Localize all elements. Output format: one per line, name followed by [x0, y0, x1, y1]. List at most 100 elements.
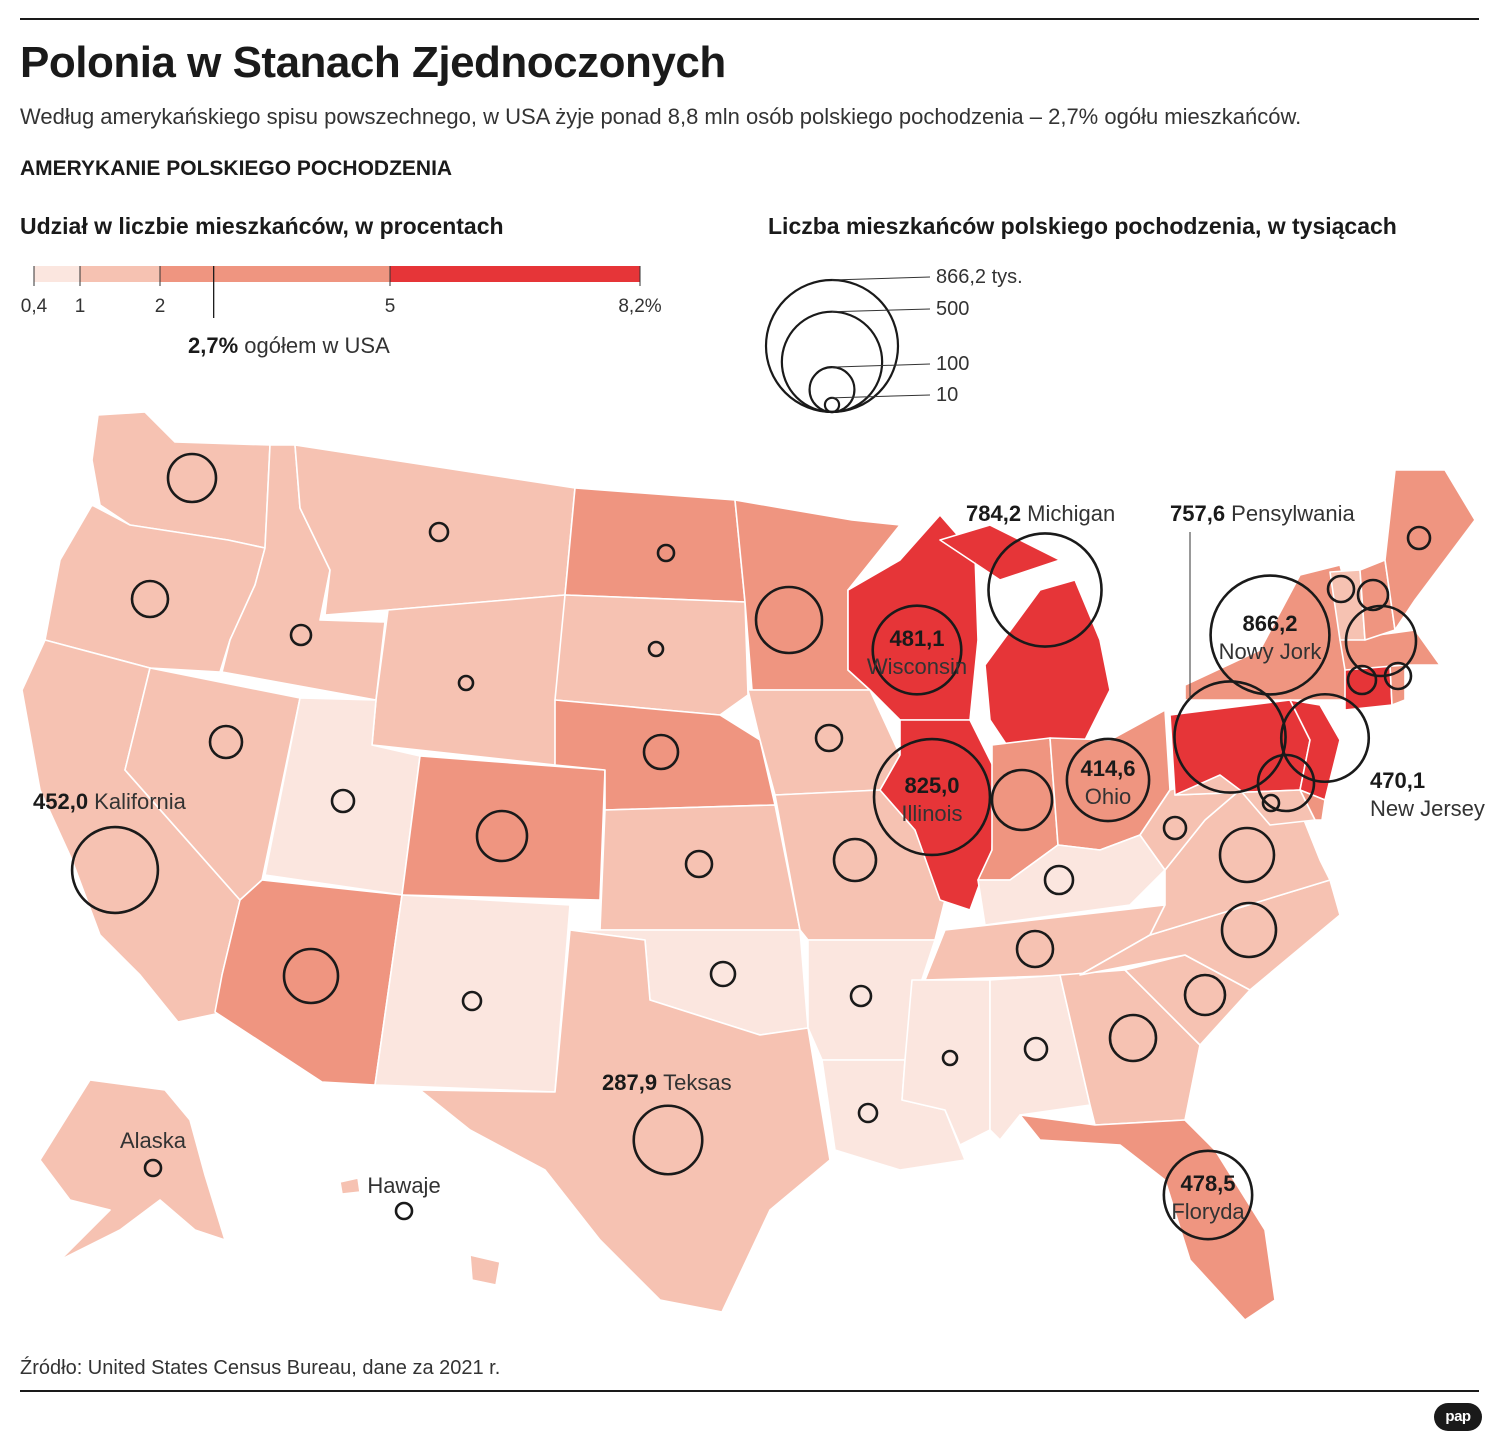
legend-swatch-2 [160, 266, 390, 282]
label-value-oh: 414,6 [1080, 756, 1135, 781]
size-legend-label: 866,2 tys. [936, 266, 1023, 288]
state-wy [371, 594, 566, 766]
bubble-ky [1043, 864, 1075, 896]
map-states [21, 411, 1476, 1321]
bubble-tx [632, 1104, 704, 1176]
legend-tick-label: 8,2% [618, 296, 661, 317]
state-az [214, 879, 403, 1086]
state-nm [374, 894, 571, 1093]
bubble-or [130, 579, 170, 619]
state-co [401, 755, 606, 901]
bubble-sd [647, 640, 665, 658]
label-value-ny: 866,2 [1242, 611, 1297, 636]
state-hi [339, 1177, 501, 1286]
size-legend-leader [831, 276, 931, 281]
bubble-co [475, 809, 529, 863]
state-me [1384, 469, 1476, 631]
bottom-rule [20, 1390, 1479, 1392]
bubble-al [1023, 1036, 1049, 1062]
bubble-md [1256, 753, 1316, 813]
bubble-ma [1344, 604, 1418, 678]
state-il [879, 719, 996, 911]
size-legend-leader [831, 394, 931, 399]
bubble-wa [166, 452, 218, 504]
label-name-nj: New Jersey [1370, 796, 1485, 821]
label-ca: 452,0 Kalifornia [33, 789, 187, 814]
section-heading: AMERYKANIE POLSKIEGO POCHODZENIA [20, 157, 453, 180]
label-pa: 757,6 Pensylwania [1170, 501, 1355, 526]
bubble-de [1261, 793, 1281, 813]
label-name-ak: Alaska [120, 1128, 187, 1153]
state-ks [599, 804, 801, 931]
bubble-wv [1162, 815, 1188, 841]
share-legend-heading: Udział w liczbie mieszkańców, w procenta… [20, 213, 504, 239]
bubble-ms [941, 1049, 959, 1067]
national-share-label: 2,7% ogółem w USA [188, 333, 390, 358]
label-value-il: 825,0 [904, 773, 959, 798]
bubble-ct [1326, 574, 1356, 604]
bubble-la [857, 1102, 879, 1124]
label-value-wi: 481,1 [889, 626, 944, 651]
legend-swatch-1 [80, 266, 160, 282]
page-title: Polonia w Stanach Zjednoczonych [20, 38, 726, 87]
state-mi [939, 524, 1111, 751]
bubble-ak [143, 1158, 163, 1178]
source-note: Źródło: United States Census Bureau, dan… [20, 1357, 501, 1379]
bubble-va [1218, 826, 1276, 884]
bubble-ca [70, 825, 160, 915]
label-mi: 784,2 Michigan [966, 501, 1115, 526]
bubble-ri [1346, 664, 1378, 696]
label-name-wi: Wisconsin [867, 654, 967, 679]
bubble-wi [871, 604, 963, 696]
bubble-ga [1108, 1013, 1158, 1063]
label-name-fl: Floryda [1171, 1199, 1245, 1224]
label-value-nj: 470,1 [1370, 768, 1425, 793]
legend-tick-label: 0,4 [21, 296, 48, 317]
pap-logo: pap [1434, 1403, 1482, 1431]
bubble-me [1406, 525, 1432, 551]
state-wi [847, 514, 979, 721]
bubble-il [872, 737, 992, 857]
bubble-az [282, 947, 340, 1005]
bubble-wy [457, 674, 475, 692]
bubble-pa [1173, 680, 1287, 794]
state-ak [39, 1079, 226, 1261]
bubble-nd [656, 543, 676, 563]
legend-tick-label: 1 [75, 296, 86, 317]
bubble-mo [832, 837, 878, 883]
state-tx [419, 929, 831, 1313]
size-legend-label: 10 [936, 384, 958, 406]
bubble-oh [1065, 737, 1151, 823]
bubble-ar [849, 984, 873, 1008]
bubble-mi [987, 532, 1103, 648]
bubble-nj [1279, 692, 1371, 784]
bubble-hi [394, 1201, 414, 1221]
legend-tick-label: 2 [155, 296, 166, 317]
state-nd [564, 487, 746, 603]
bubble-in [990, 768, 1054, 832]
bubble-nh [1383, 661, 1413, 691]
bubble-tn [1015, 929, 1055, 969]
legend-swatch-0 [34, 266, 80, 282]
top-rule [20, 18, 1479, 20]
size-legend-label: 100 [936, 353, 969, 375]
size-legend-label: 500 [936, 298, 969, 320]
bubble-id [289, 623, 313, 647]
bubble-nv [208, 724, 244, 760]
size-legend-leader [831, 363, 931, 368]
label-tx: 287,9 Teksas [602, 1070, 732, 1095]
subtitle: Według amerykańskiego spisu powszechnego… [20, 104, 1302, 129]
label-value-fl: 478,5 [1180, 1171, 1235, 1196]
bubble-sc [1183, 973, 1227, 1017]
legend-swatch-3 [390, 266, 640, 282]
state-md [1174, 774, 1316, 826]
bubble-ks [684, 849, 714, 879]
bubble-vt [1356, 578, 1390, 612]
bubble-mn [754, 585, 824, 655]
bubble-ok [709, 960, 737, 988]
bubble-nc [1220, 901, 1278, 959]
bubble-nm [461, 990, 483, 1012]
state-mt [294, 444, 576, 616]
bubble-ut [330, 788, 356, 814]
